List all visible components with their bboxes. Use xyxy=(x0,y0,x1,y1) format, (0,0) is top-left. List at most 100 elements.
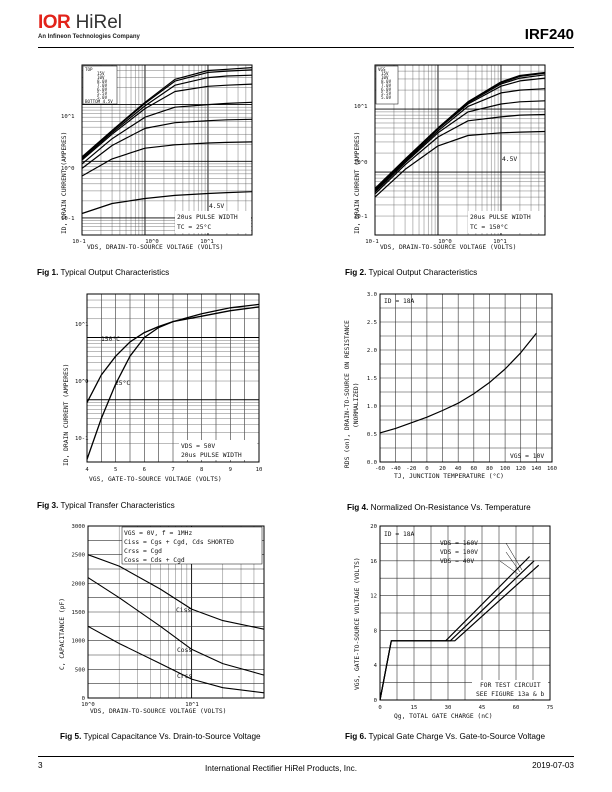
fig6-note: FOR TEST CIRCUIT xyxy=(480,682,541,689)
fig6-xtick: 15 xyxy=(411,705,418,711)
fig4-xtick: -60 xyxy=(375,466,385,472)
footer-rule xyxy=(38,756,574,757)
header-rule xyxy=(38,47,574,48)
fig2-annotation: 20us PULSE WIDTH xyxy=(470,214,531,221)
fig6-ytick: 16 xyxy=(370,559,377,565)
fig1-series-line xyxy=(81,118,253,169)
fig1-legend-item: TOP xyxy=(85,67,93,72)
fig2-series-line xyxy=(374,100,546,193)
fig6-caption-text: Typical Gate Charge Vs. Gate-to-Source V… xyxy=(366,732,546,741)
fig2-xtick: 10^0 xyxy=(438,239,451,245)
fig4-xtick: 20 xyxy=(439,466,446,472)
fig3-ylabel: ID, DRAIN CURRENT (AMPERES) xyxy=(63,364,70,466)
fig5-legend: VGS = 0V, f = 1MHz Ciss = Cgs + Cgd, Cds… xyxy=(121,526,263,565)
fig4-ytick: 1.0 xyxy=(367,404,377,410)
fig3-xtick: 10 xyxy=(256,467,263,473)
chart-fig1: ID, DRAIN CURRENT (AMPERES) VDS, DRAIN-T… xyxy=(61,64,253,251)
fig2-caption-num: Fig 2. xyxy=(345,268,367,277)
fig5-caption: Fig 5. Typical Capacitance Vs. Drain-to-… xyxy=(60,732,261,741)
fig3-ytick: 10-1 xyxy=(75,436,88,442)
fig5-ytick: 1500 xyxy=(72,610,85,616)
fig1-curve-label: 4.5V xyxy=(209,203,224,210)
fig2-legend-item: VGS xyxy=(378,67,386,72)
fig1-series-line xyxy=(81,69,253,159)
fig3-xtick: 6 xyxy=(143,467,146,473)
fig3-xtick: 8 xyxy=(200,467,204,473)
fig2-xlabel: VDS, DRAIN-TO-SOURCE VOLTAGE (VOLTS) xyxy=(380,244,516,251)
fig4-xtick: 140 xyxy=(531,466,541,472)
figure-3: ID, DRAIN CURRENT (AMPERES) VGS, GATE-TO… xyxy=(57,288,267,488)
fig5-ytick: 500 xyxy=(75,667,85,673)
fig1-series-line xyxy=(81,101,253,165)
fig5-series-line xyxy=(87,577,265,676)
fig4-xtick: -20 xyxy=(406,466,416,472)
page-number: 3 xyxy=(38,761,43,770)
fig4-xtick: 0 xyxy=(425,466,428,472)
fig4-xtick: 60 xyxy=(470,466,477,472)
fig5-xtick: 10^1 xyxy=(185,702,198,708)
fig6-ytick: 4 xyxy=(374,663,378,669)
fig2-legend-item: 8.0V xyxy=(381,79,392,84)
fig1-xtick: 10^1 xyxy=(200,239,213,245)
fig3-ytick: 10^1 xyxy=(75,322,88,328)
fig1-series-line xyxy=(81,141,253,177)
fig3-series-line xyxy=(86,306,260,403)
fig1-xlabel: VDS, DRAIN-TO-SOURCE VOLTAGE (VOLTS) xyxy=(87,244,223,251)
logo-name: HiRel xyxy=(75,12,123,33)
fig6-note: SEE FIGURE 13a & b xyxy=(476,691,544,698)
fig1-ytick: 10^0 xyxy=(61,166,74,172)
fig1-series-line xyxy=(81,191,253,215)
fig5-legend-item: Coss = Cds + Cgd xyxy=(124,557,185,564)
fig4-xtick: 100 xyxy=(500,466,510,472)
fig2-annotation: TC = 150°C xyxy=(470,223,508,231)
page-header: IOR HiRel An Infineon Technologies Compa… xyxy=(0,0,612,56)
fig4-xtick: -40 xyxy=(391,466,401,472)
fig4-caption-num: Fig 4. xyxy=(347,503,369,512)
fig6-ytick: 12 xyxy=(370,594,377,600)
fig5-ytick: 0 xyxy=(82,696,85,702)
fig5-ytick: 2000 xyxy=(72,581,85,587)
fig4-caption: Fig 4. Normalized On-Resistance Vs. Temp… xyxy=(347,503,531,512)
fig4-ytick: 2.5 xyxy=(367,320,377,326)
chart-fig2: ID, DRAIN CURRENT (AMPERES) VDS, DRAIN-T… xyxy=(354,64,546,251)
fig6-ylabel: VGS, GATE-TO-SOURCE VOLTAGE (VOLTS) xyxy=(354,557,361,690)
chart-fig4: RDS (on), DRAIN-TO-SOURCE ON RESISTANCE … xyxy=(344,292,557,480)
figure-5: C, CAPACITANCE (pF) VDS, DRAIN-TO-SOURCE… xyxy=(52,520,272,720)
fig1-annotation: 20us PULSE WIDTH xyxy=(177,214,238,221)
company-logo: IOR HiRel An Infineon Technologies Compa… xyxy=(38,12,140,41)
fig1-legend-item: 6.0V xyxy=(97,87,108,92)
fig1-legend-item: 5.5V xyxy=(97,91,108,96)
fig1-legend-item: 10V xyxy=(97,75,105,80)
fig4-ylabel-2: (NORMALIZED) xyxy=(353,383,360,429)
fig2-ytick: 10^0 xyxy=(354,160,367,166)
fig5-xlabel: VDS, DRAIN-TO-SOURCE VOLTAGE (VOLTS) xyxy=(90,708,226,715)
fig2-series-line xyxy=(374,77,546,191)
part-number: IRF240 xyxy=(524,26,574,43)
logo-brand: IOR xyxy=(38,12,71,33)
fig1-ylabel: ID, DRAIN CURRENT (AMPERES) xyxy=(61,132,68,234)
fig3-curve-label: 150°C xyxy=(101,335,120,343)
fig5-legend-item: Ciss = Cgs + Cgd, Cds SHORTED xyxy=(124,539,234,546)
fig1-annotation: TC = 25°C xyxy=(177,223,211,231)
fig4-ytick: 0.0 xyxy=(367,460,377,466)
fig4-ylabel-1: RDS (on), DRAIN-TO-SOURCE ON RESISTANCE xyxy=(344,320,351,468)
fig1-xtick: 10-1 xyxy=(72,239,85,245)
fig6-series-label: VDS = 40V xyxy=(440,558,474,565)
logo-subtitle: An Infineon Technologies Company xyxy=(38,34,140,40)
fig6-xtick: 60 xyxy=(513,705,520,711)
fig6-annotation: ID = 18A xyxy=(384,531,415,538)
fig1-caption: Fig 1. Typical Output Characteristics xyxy=(37,268,169,277)
fig1-xtick: 10^0 xyxy=(145,239,158,245)
fig1-legend-item: 15V xyxy=(97,71,105,76)
fig1-legend-item: 8.0V xyxy=(97,79,108,84)
fig2-ytick: 10-1 xyxy=(354,214,367,220)
fig2-series-line xyxy=(374,113,546,195)
fig4-xtick: 120 xyxy=(516,466,526,472)
fig5-ytick: 1000 xyxy=(72,639,85,645)
fig2-series-line xyxy=(374,130,546,198)
fig6-xlabel: Qg, TOTAL GATE CHARGE (nC) xyxy=(394,713,493,720)
fig4-series-line xyxy=(379,332,537,434)
fig1-series-line xyxy=(81,67,253,158)
fig5-ytick: 3000 xyxy=(72,524,85,530)
fig3-series-line xyxy=(86,303,260,460)
